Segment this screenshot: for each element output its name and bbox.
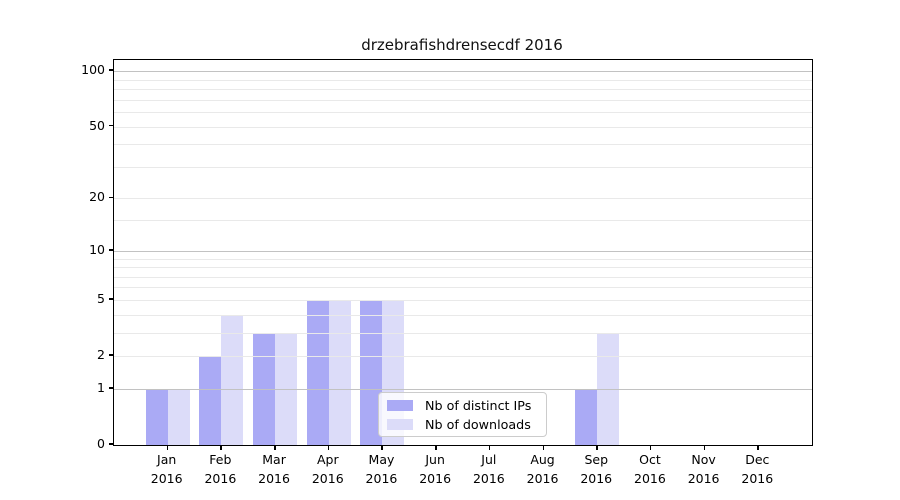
y-tick — [109, 196, 113, 199]
y-tick-label: 1 — [97, 379, 105, 395]
y-tick — [109, 354, 113, 356]
minor-gridline — [114, 276, 812, 278]
major-gridline — [114, 250, 812, 252]
minor-gridline — [114, 314, 812, 316]
minor-gridline — [114, 112, 812, 114]
x-tick — [596, 445, 598, 450]
legend-label-distinct-ips: Nb of distinct IPs — [425, 397, 532, 413]
x-tick — [435, 445, 437, 450]
x-tick — [327, 445, 330, 450]
legend: Nb of distinct IPs Nb of downloads — [378, 392, 547, 437]
minor-gridline — [114, 287, 812, 289]
x-tick-label: Sep 2016 — [580, 452, 613, 486]
minor-gridline — [114, 89, 812, 91]
bar-distinct-ips — [306, 299, 329, 445]
minor-gridline — [114, 299, 812, 301]
x-tick — [649, 445, 652, 450]
x-tick — [166, 445, 169, 450]
bar-downloads — [221, 314, 244, 445]
minor-gridline — [114, 356, 812, 358]
y-tick-label: 0 — [97, 436, 105, 451]
y-tick-label: 2 — [97, 347, 105, 363]
minor-gridline — [114, 166, 812, 168]
minor-gridline — [114, 258, 812, 260]
x-tick — [488, 445, 491, 450]
minor-gridline — [114, 144, 812, 146]
x-tick — [703, 445, 706, 450]
major-gridline — [114, 388, 812, 390]
bar-downloads — [597, 332, 620, 445]
y-tick — [109, 443, 113, 445]
x-tick-label: Jun 2016 — [419, 452, 452, 486]
x-tick-label: Jul 2016 — [472, 452, 505, 486]
x-tick — [220, 445, 222, 450]
bar-distinct-ips — [145, 388, 168, 445]
bar-distinct-ips — [253, 332, 276, 445]
y-tick-label: 10 — [89, 241, 105, 257]
x-tick-label: Jan 2016 — [150, 452, 183, 486]
bar-distinct-ips — [199, 356, 222, 445]
y-tick — [109, 249, 113, 251]
legend-item-downloads: Nb of downloads — [387, 417, 546, 432]
plot-area — [113, 59, 813, 446]
y-tick-label: 5 — [97, 290, 105, 306]
x-tick-label: Oct 2016 — [634, 452, 666, 486]
bar-distinct-ips — [360, 299, 383, 445]
bar-downloads — [328, 299, 351, 445]
bar-downloads — [275, 332, 298, 445]
chart-title: drzebrafishdrensecdf 2016 — [361, 36, 563, 54]
y-tick-label: 50 — [89, 117, 105, 133]
minor-gridline — [114, 267, 812, 269]
y-tick — [109, 298, 113, 300]
x-tick — [381, 445, 383, 450]
legend-swatch-distinct-ips — [387, 399, 413, 411]
y-tick-label: 20 — [89, 189, 105, 205]
legend-label-downloads: Nb of downloads — [425, 416, 531, 432]
minor-gridline — [114, 126, 812, 128]
x-tick — [542, 445, 545, 450]
minor-gridline — [114, 198, 812, 200]
bar-downloads — [167, 388, 190, 445]
x-tick-label: Aug 2016 — [526, 452, 559, 486]
x-tick-label: Nov 2016 — [687, 452, 720, 486]
y-tick — [109, 387, 113, 389]
x-tick-label: Feb 2016 — [204, 452, 237, 486]
bar-distinct-ips — [575, 388, 598, 445]
minor-gridline — [114, 79, 812, 81]
legend-swatch-downloads — [387, 418, 413, 430]
x-tick — [757, 445, 759, 450]
legend-item-distinct-ips: Nb of distinct IPs — [387, 398, 546, 413]
y-tick-label: 100 — [81, 62, 105, 78]
x-tick-label: Dec 2016 — [741, 452, 774, 486]
x-tick-label: Apr 2016 — [311, 452, 344, 486]
x-tick — [274, 445, 276, 450]
minor-gridline — [114, 99, 812, 101]
y-tick — [109, 69, 113, 71]
x-tick-label: May 2016 — [365, 452, 398, 486]
major-gridline — [114, 71, 812, 73]
minor-gridline — [114, 332, 812, 334]
minor-gridline — [114, 220, 812, 222]
y-tick — [109, 124, 113, 127]
x-tick-label: Mar 2016 — [258, 452, 290, 486]
